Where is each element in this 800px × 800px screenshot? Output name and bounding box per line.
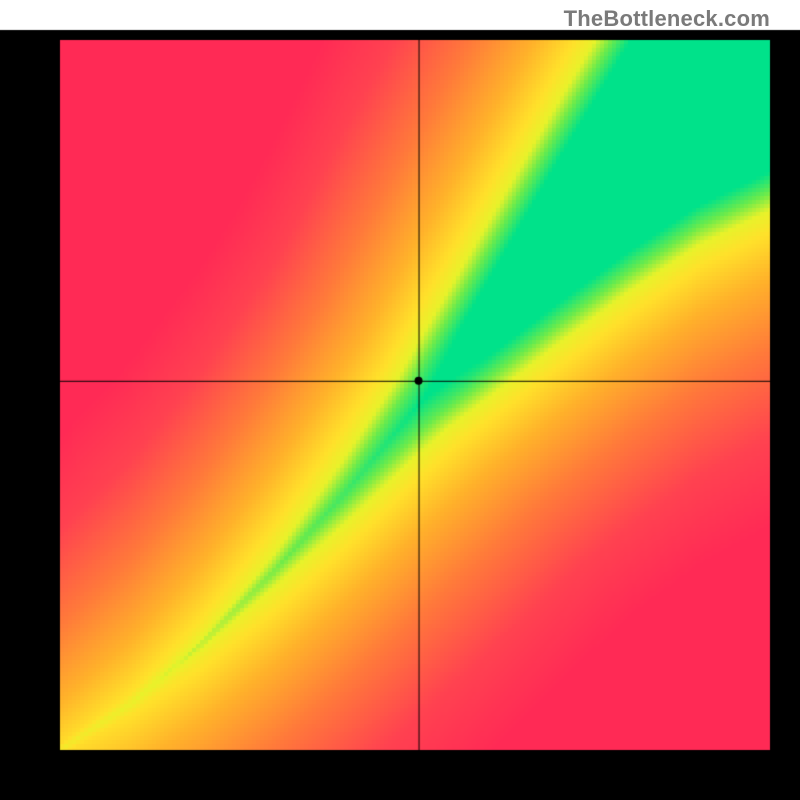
chart-container: TheBottleneck.com (0, 0, 800, 800)
watermark-text: TheBottleneck.com (564, 6, 770, 32)
heatmap-canvas (0, 0, 800, 800)
